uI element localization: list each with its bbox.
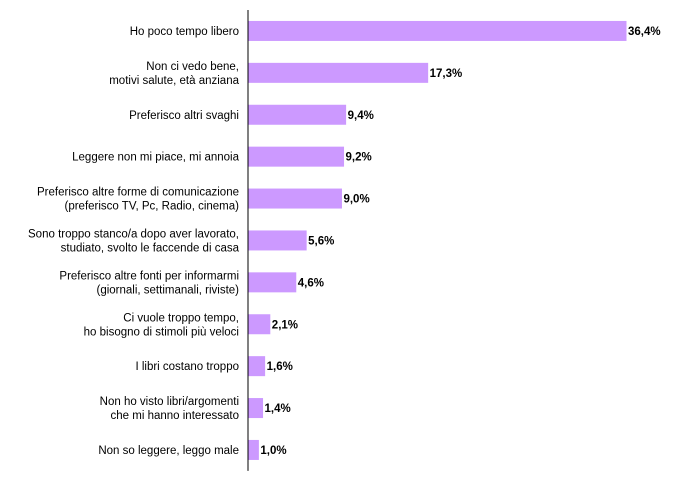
category-label-line: Preferisco altre fonti per informarmi <box>59 270 239 282</box>
category-label-line: Ci vuole troppo tempo, <box>123 312 239 324</box>
value-label: 4,6% <box>298 277 324 289</box>
category-label-line: I libri costano troppo <box>135 361 239 373</box>
category-label: Non so leggere, leggo male <box>98 445 239 457</box>
value-label: 1,0% <box>260 445 286 457</box>
value-label: 1,6% <box>267 361 293 373</box>
category-label-line: motivi salute, età anziana <box>109 75 239 87</box>
category-label: Sono troppo stanco/a dopo aver lavorato,… <box>28 228 240 254</box>
category-labels-group: Ho poco tempo libero Non ci vedo bene, mot… <box>28 26 240 457</box>
category-label: Preferisco altre forme di comunicazione (… <box>37 187 239 213</box>
bar <box>248 62 429 83</box>
bar <box>248 439 259 460</box>
value-label: 36,4% <box>628 26 661 38</box>
category-label-line: (preferisco TV, Pc, Radio, cinema) <box>65 201 240 213</box>
category-label-line: Non so leggere, leggo male <box>98 445 239 457</box>
category-label-line: ho bisogno di stimoli più veloci <box>84 326 239 338</box>
bar <box>248 230 307 251</box>
category-label: Leggere non mi piace, mi annoia <box>72 152 239 164</box>
bar <box>248 146 345 167</box>
category-label: Ci vuole troppo tempo, ho bisogno di stim… <box>84 312 239 338</box>
value-label: 9,4% <box>348 110 374 122</box>
value-label: 17,3% <box>430 68 463 80</box>
category-label: I libri costano troppo <box>135 361 239 373</box>
category-label-line: che mi hanno interessato <box>111 410 240 422</box>
category-label: Ho poco tempo libero <box>130 26 239 38</box>
bar <box>248 356 266 377</box>
bar <box>248 272 297 293</box>
category-label-line: Leggere non mi piace, mi annoia <box>72 152 239 164</box>
category-label-line: Ho poco tempo libero <box>130 26 239 38</box>
value-label: 9,0% <box>343 194 369 206</box>
category-label: Preferisco altri svaghi <box>129 110 239 122</box>
value-label: 9,2% <box>346 152 372 164</box>
value-label: 1,4% <box>265 403 291 415</box>
bar <box>248 314 271 335</box>
category-label-line: Preferisco altre forme di comunicazione <box>37 187 239 199</box>
value-label: 2,1% <box>272 319 298 331</box>
category-label-line: (giornali, settimanali, riviste) <box>96 284 239 296</box>
category-label-line: Preferisco altri svaghi <box>129 110 239 122</box>
category-label-line: Sono troppo stanco/a dopo aver lavorato, <box>28 228 239 240</box>
bar <box>248 20 627 41</box>
bar <box>248 188 342 209</box>
bars-group <box>248 20 627 460</box>
category-label-line: Non ci vedo bene, <box>146 61 239 73</box>
category-label: Preferisco altre fonti per informarmi (gi… <box>59 270 239 296</box>
value-label: 5,6% <box>308 235 334 247</box>
category-label: Non ci vedo bene, motivi salute, età anzi… <box>109 61 239 87</box>
bar <box>248 104 347 125</box>
category-label: Non ho visto libri/argomenti che mi hanno… <box>100 396 239 422</box>
category-label-line: Non ho visto libri/argomenti <box>100 396 239 408</box>
bar <box>248 398 264 419</box>
value-labels-group: 36,4% 17,3% 9,4% 9,2% 9,0% 5,6% 4,6% 2,1% 1,6% 1,… <box>260 26 660 457</box>
category-label-line: studiato, svolto le faccende di casa <box>61 242 240 254</box>
